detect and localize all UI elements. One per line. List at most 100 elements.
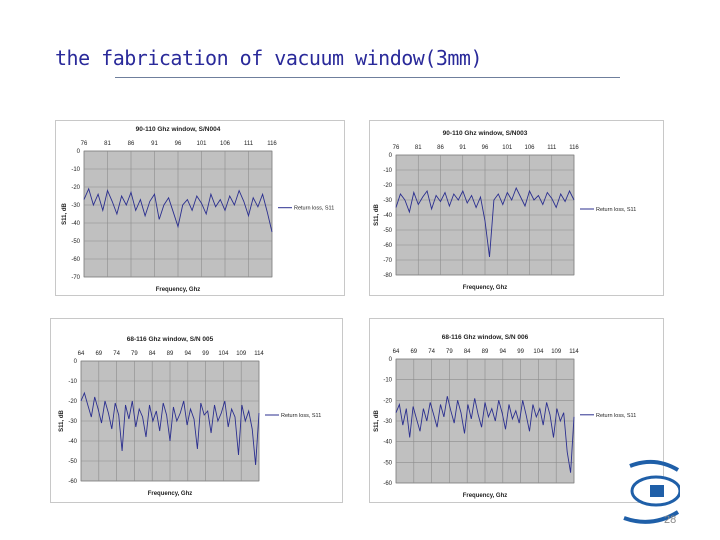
y-tick-label: 0 bbox=[74, 359, 78, 365]
chart-panel-4: 68-116 Ghz window, S/N 006 64 69 74 79 84 89 94… bbox=[369, 318, 664, 503]
y-tick-label: -20 bbox=[383, 183, 392, 189]
x-tick-label: 84 bbox=[464, 349, 471, 355]
x-tick-label: 94 bbox=[499, 349, 506, 355]
x-tick-label: 89 bbox=[482, 349, 489, 355]
y-tick-label: -10 bbox=[68, 379, 77, 385]
chart-panel-3: 68-116 Ghz window, S/N 005 64 69 74 79 84 89 94… bbox=[50, 318, 343, 503]
y-axis-label: S11, dB bbox=[374, 410, 380, 432]
chart-3: 68-116 Ghz window, S/N 005 64 69 74 79 84 89 94… bbox=[59, 336, 321, 497]
chart-4: 68-116 Ghz window, S/N 006 64 69 74 79 84 89 94… bbox=[374, 334, 636, 499]
x-tick-label: 96 bbox=[175, 141, 182, 147]
chart-title: 90-110 Ghz window, S/N003 bbox=[443, 130, 528, 137]
x-tick-label: 64 bbox=[393, 349, 400, 355]
legend-label: Return loss, S11 bbox=[281, 413, 321, 419]
y-tick-label: -40 bbox=[383, 213, 392, 219]
x-tick-label: 74 bbox=[113, 351, 120, 357]
y-tick-label: -60 bbox=[68, 479, 77, 485]
x-tick-label: 106 bbox=[524, 145, 535, 151]
legend-label: Return loss, S11 bbox=[294, 206, 334, 212]
title-underline bbox=[115, 77, 620, 78]
x-tick-label: 96 bbox=[482, 145, 489, 151]
y-tick-label: -10 bbox=[383, 378, 392, 384]
y-tick-label: -20 bbox=[383, 398, 392, 404]
x-tick-label: 116 bbox=[569, 145, 579, 151]
x-axis-label: Frequency, Ghz bbox=[148, 491, 193, 497]
y-tick-label: -60 bbox=[71, 257, 80, 263]
x-tick-label: 69 bbox=[410, 349, 417, 355]
y-tick-label: -10 bbox=[71, 167, 80, 173]
chart-title: 68-116 Ghz window, S/N 005 bbox=[127, 336, 214, 343]
y-tick-label: -80 bbox=[383, 273, 392, 279]
y-tick-label: -60 bbox=[383, 243, 392, 249]
x-tick-label: 94 bbox=[184, 351, 191, 357]
chart-2: 90-110 Ghz window, S/N003 76 81 86 91 96 101 10… bbox=[374, 130, 636, 291]
y-axis-label: S11, dB bbox=[59, 410, 65, 432]
y-tick-label: -30 bbox=[383, 419, 392, 425]
y-tick-label: -50 bbox=[383, 460, 392, 466]
page-number: 28 bbox=[664, 514, 677, 526]
x-tick-label: 114 bbox=[569, 349, 579, 355]
y-tick-label: -70 bbox=[383, 258, 392, 264]
y-tick-label: -70 bbox=[71, 275, 80, 281]
x-tick-label: 86 bbox=[128, 141, 135, 147]
y-tick-label: 0 bbox=[389, 357, 393, 363]
x-tick-label: 69 bbox=[95, 351, 102, 357]
slide-title: the fabrication of vacuum window(3mm) bbox=[55, 46, 483, 70]
y-tick-label: -20 bbox=[68, 399, 77, 405]
y-axis-label: S11, dB bbox=[62, 203, 68, 225]
logo-icon bbox=[623, 459, 680, 524]
x-tick-label: 91 bbox=[459, 145, 466, 151]
x-tick-label: 86 bbox=[437, 145, 444, 151]
y-axis-label: S11, dB bbox=[374, 204, 380, 226]
y-tick-label: -10 bbox=[383, 168, 392, 174]
y-tick-label: -30 bbox=[71, 203, 80, 209]
x-tick-label: 101 bbox=[502, 145, 513, 151]
x-tick-label: 64 bbox=[78, 351, 85, 357]
y-tick-label: -60 bbox=[383, 481, 392, 487]
x-tick-label: 109 bbox=[551, 349, 562, 355]
x-tick-label: 99 bbox=[202, 351, 209, 357]
legend-label: Return loss, S11 bbox=[596, 413, 636, 419]
x-tick-label: 106 bbox=[220, 141, 231, 147]
y-tick-label: 0 bbox=[389, 153, 393, 159]
x-tick-label: 76 bbox=[81, 141, 88, 147]
x-axis-label: Frequency, Ghz bbox=[156, 287, 201, 293]
x-tick-label: 76 bbox=[393, 145, 400, 151]
legend-label: Return loss, S11 bbox=[596, 207, 636, 213]
x-tick-label: 99 bbox=[517, 349, 524, 355]
x-tick-label: 91 bbox=[151, 141, 158, 147]
chart-title: 68-116 Ghz window, S/N 006 bbox=[442, 334, 529, 341]
y-tick-label: -30 bbox=[383, 198, 392, 204]
y-tick-label: 0 bbox=[77, 149, 81, 155]
x-axis-label: Frequency, Ghz bbox=[463, 493, 508, 499]
x-tick-label: 104 bbox=[533, 349, 544, 355]
series-line bbox=[80, 391, 260, 466]
y-tick-label: -40 bbox=[68, 439, 77, 445]
y-tick-label: -40 bbox=[383, 440, 392, 446]
chart-panel-2: 90-110 Ghz window, S/N003 76 81 86 91 96 101 10… bbox=[369, 120, 664, 296]
series-line bbox=[395, 186, 575, 258]
chart-1: 90-110 Ghz window, S/N004 76 81 86 91 96 101 10… bbox=[62, 126, 334, 293]
x-tick-label: 104 bbox=[218, 351, 229, 357]
x-tick-label: 84 bbox=[149, 351, 156, 357]
x-axis-label: Frequency, Ghz bbox=[463, 285, 508, 291]
x-tick-label: 114 bbox=[254, 351, 264, 357]
y-tick-label: -40 bbox=[71, 221, 80, 227]
y-tick-label: -20 bbox=[71, 185, 80, 191]
x-tick-label: 101 bbox=[196, 141, 207, 147]
y-tick-label: -30 bbox=[68, 419, 77, 425]
x-tick-label: 116 bbox=[267, 141, 277, 147]
series-line bbox=[83, 187, 273, 233]
x-tick-label: 79 bbox=[446, 349, 453, 355]
x-tick-label: 109 bbox=[236, 351, 247, 357]
x-tick-label: 81 bbox=[415, 145, 422, 151]
chart-title: 90-110 Ghz window, S/N004 bbox=[136, 126, 221, 133]
chart-panel-1: 90-110 Ghz window, S/N004 76 81 86 91 96 101 10… bbox=[55, 120, 345, 296]
x-tick-label: 111 bbox=[547, 145, 557, 151]
x-tick-label: 81 bbox=[104, 141, 111, 147]
y-tick-label: -50 bbox=[71, 239, 80, 245]
x-tick-label: 74 bbox=[428, 349, 435, 355]
x-tick-label: 89 bbox=[167, 351, 174, 357]
y-tick-label: -50 bbox=[68, 459, 77, 465]
x-tick-label: 111 bbox=[244, 141, 254, 147]
